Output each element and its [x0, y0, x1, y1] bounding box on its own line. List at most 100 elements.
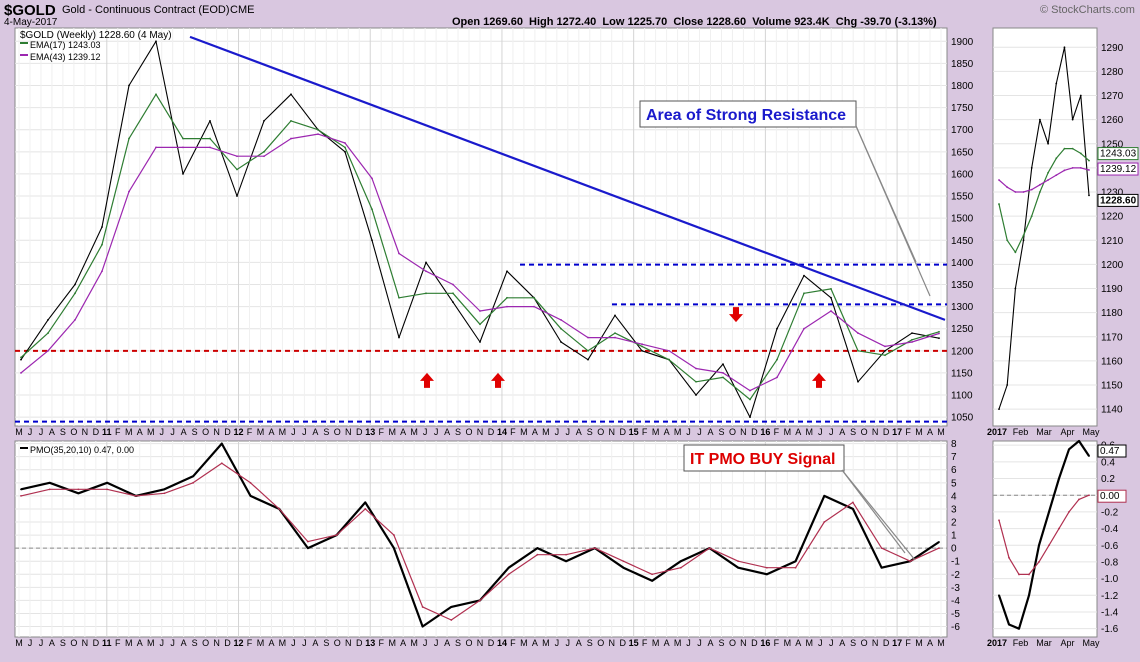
data-point	[236, 155, 238, 158]
data-point	[1018, 573, 1020, 576]
data-point	[263, 155, 265, 158]
data-point	[398, 296, 400, 299]
data-point	[1055, 174, 1058, 177]
data-point	[290, 93, 292, 96]
x-tick-label: J	[28, 638, 33, 648]
x-tick-label: S	[60, 427, 66, 437]
data-point	[479, 599, 481, 602]
data-point	[1071, 167, 1074, 169]
x-tick-label: J	[829, 638, 834, 648]
data-point	[823, 494, 826, 497]
x-tick-label: M	[652, 638, 660, 648]
data-point	[371, 208, 373, 211]
x-tick-label: D	[224, 427, 231, 437]
x-tick-label: O	[334, 638, 341, 648]
x-tick-label: M	[915, 638, 923, 648]
x-tick-label: S	[587, 638, 593, 648]
x-tick-label: 11	[102, 638, 112, 648]
data-point	[776, 376, 778, 379]
y-tick-label: -1	[951, 557, 960, 568]
data-point	[536, 553, 539, 556]
x-tick-label: F	[378, 638, 384, 648]
x-tick-label: O	[334, 427, 341, 437]
x-tick-label: N	[740, 638, 747, 648]
data-point	[393, 534, 395, 536]
x-tick-label: J	[423, 638, 428, 648]
x-tick-label: J	[566, 427, 571, 437]
y-tick-label: 1210	[1101, 236, 1124, 247]
y-tick-label: 6	[951, 465, 957, 476]
x-tick-label: N	[213, 638, 220, 648]
data-point	[506, 296, 508, 299]
data-point	[249, 481, 252, 484]
data-point	[679, 560, 682, 563]
x-tick-label: N	[345, 427, 352, 437]
data-point	[998, 179, 1000, 181]
y-tick-label: 8	[951, 439, 957, 450]
y-tick-label: -0.4	[1101, 524, 1119, 535]
data-point	[1006, 186, 1009, 189]
data-point	[364, 508, 367, 510]
data-point	[1071, 147, 1074, 150]
data-point	[1047, 179, 1049, 181]
data-point	[749, 398, 751, 401]
value-label: 1228.60	[1100, 195, 1137, 206]
data-point	[507, 573, 510, 576]
y-tick-label: 1	[951, 531, 957, 542]
data-point	[106, 488, 108, 491]
x-tick-label: A	[181, 427, 187, 437]
data-point	[938, 337, 940, 340]
data-point	[998, 408, 1000, 411]
data-point	[344, 142, 346, 144]
x-tick-label: O	[70, 427, 77, 437]
x-tick-label: 15	[629, 638, 639, 648]
x-tick-label: S	[323, 427, 329, 437]
data-point	[722, 363, 724, 365]
x-tick-label: O	[466, 427, 473, 437]
data-point	[236, 168, 238, 171]
value-label-box	[1097, 489, 1127, 503]
y-tick-label: -3	[951, 583, 960, 594]
data-point	[192, 481, 195, 484]
data-point	[1038, 561, 1040, 563]
x-tick-label: F	[510, 427, 516, 437]
data-point	[290, 119, 292, 122]
data-point	[1088, 169, 1090, 171]
ema17-legend-swatch	[20, 42, 28, 44]
y-tick-label: 1230	[1101, 188, 1124, 199]
x-tick-label: F	[247, 638, 253, 648]
down-arrow-marker	[729, 307, 743, 323]
data-point	[306, 547, 309, 550]
data-point	[765, 566, 768, 569]
data-point	[536, 547, 539, 550]
data-point	[560, 318, 562, 321]
x-tick-label: M	[542, 638, 550, 648]
x-tick-label: 13	[365, 638, 375, 648]
pmo-annotation-text: IT PMO BUY Signal	[690, 451, 836, 468]
x-tick-label: A	[664, 638, 670, 648]
x-tick-label: Feb	[1013, 427, 1029, 437]
data-point	[290, 137, 292, 140]
data-point	[48, 481, 51, 484]
data-point	[565, 560, 567, 563]
x-tick-label: O	[70, 638, 77, 648]
x-tick-label: O	[202, 638, 209, 648]
data-point	[1063, 147, 1066, 150]
x-tick-label: A	[181, 638, 187, 648]
data-point	[533, 296, 535, 299]
data-point	[182, 137, 184, 140]
data-point	[1079, 152, 1082, 155]
x-tick-label: S	[192, 638, 198, 648]
data-point	[737, 566, 740, 569]
value-label-box	[1097, 147, 1139, 161]
data-point	[1014, 191, 1017, 193]
y-tick-label: -0.6	[1101, 541, 1119, 552]
x-tick-label: F	[115, 638, 121, 648]
data-point	[371, 177, 373, 180]
data-point	[1028, 573, 1030, 576]
y-tick-label: -1.6	[1101, 624, 1119, 635]
y-tick-label: 1250	[1101, 139, 1124, 150]
up-arrow-marker	[491, 372, 505, 388]
data-point	[1038, 544, 1040, 547]
